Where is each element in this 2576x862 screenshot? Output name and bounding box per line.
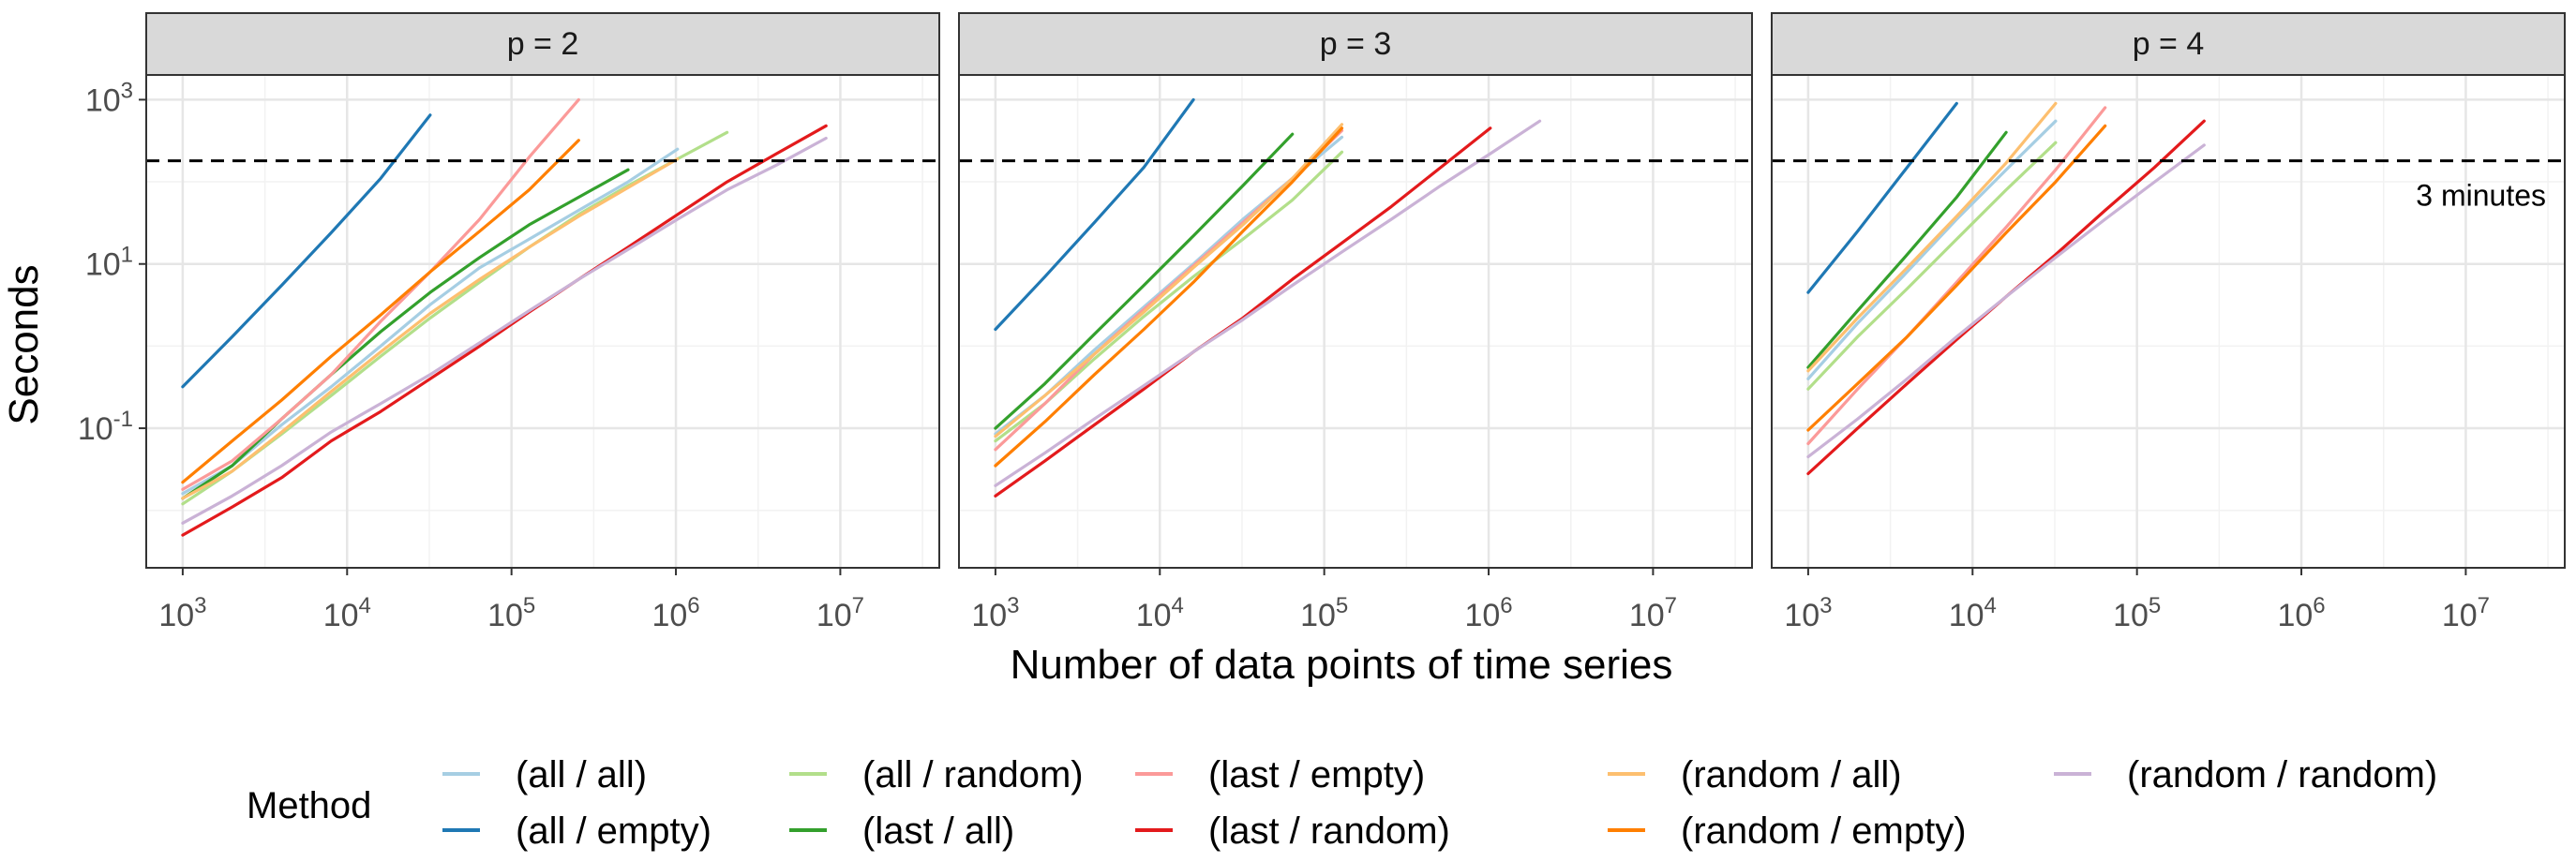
y-tick-label: 10-1	[78, 407, 133, 447]
series-line	[1806, 106, 2107, 446]
y-tick-label: 101	[85, 243, 133, 283]
reference-line-label: 3 minutes	[2416, 179, 2546, 213]
x-tick-label: 105	[487, 593, 535, 633]
series-line	[1806, 124, 2107, 432]
x-tick-label: 105	[1300, 593, 1348, 633]
x-tick-label: 103	[158, 593, 206, 633]
y-tick-label: 103	[85, 78, 133, 118]
x-tick-label: 106	[2277, 593, 2325, 633]
x-tick-label: 107	[2442, 593, 2490, 633]
legend-label: (random / random)	[2127, 754, 2437, 795]
facet-panel: p = 2 103 104 105 106 107 10-1 101 103	[78, 12, 940, 633]
legend-label: (last / random)	[1208, 810, 1450, 852]
series-line	[1806, 101, 2058, 373]
legend-entry: (all / random)	[789, 754, 1084, 795]
series-lines	[181, 97, 828, 537]
legend-label: (all / all)	[516, 754, 647, 795]
legend-entry: (all / empty)	[442, 810, 711, 852]
series-line	[994, 97, 1195, 332]
legend-label: (random / all)	[1681, 754, 1902, 795]
gridlines	[146, 75, 939, 568]
legend-label: (last / all)	[862, 810, 1014, 852]
series-line	[181, 113, 432, 389]
series-line	[1806, 130, 2008, 369]
legend: Method (all / all) (all / empty) (all / ran…	[247, 754, 2437, 852]
series-line	[994, 123, 1344, 438]
series-lines	[994, 97, 1542, 498]
facet-label: p = 4	[2133, 26, 2205, 62]
x-tick-label: 107	[1629, 593, 1677, 633]
panel-border	[958, 74, 1753, 569]
legend-entry: (last / random)	[1135, 810, 1450, 852]
legend-entry: (random / all)	[1608, 754, 1902, 795]
x-tick-label: 104	[1949, 593, 1997, 633]
series-line	[181, 147, 680, 496]
y-axis-title: Seconds	[1, 264, 47, 424]
legend-label: (last / empty)	[1208, 754, 1425, 795]
series-line	[1806, 143, 2206, 459]
gridlines	[959, 75, 1752, 568]
legend-entry: (last / all)	[789, 810, 1014, 852]
series-line	[181, 97, 580, 491]
x-tick-label: 104	[323, 593, 371, 633]
series-line	[1806, 141, 2058, 391]
series-line	[181, 136, 828, 525]
legend-entry: (random / empty)	[1608, 810, 1967, 852]
legend-title: Method	[247, 785, 371, 826]
legend-entry: (random / random)	[2054, 754, 2437, 795]
legend-label: (all / random)	[862, 754, 1084, 795]
panel-border	[145, 74, 940, 569]
facets: p = 2 103 104 105 106 107 10-1 101 103 p = 3 103 10…	[78, 12, 2566, 633]
x-tick-label: 107	[816, 593, 864, 633]
facet-strip	[145, 12, 940, 76]
panel-background	[959, 75, 1752, 568]
legend-entry: (all / all)	[442, 754, 647, 795]
x-tick-label: 104	[1136, 593, 1184, 633]
series-line	[1806, 101, 1958, 294]
series-line	[994, 119, 1542, 487]
facet-label: p = 3	[1320, 26, 1392, 62]
series-line	[181, 168, 630, 500]
series-line	[994, 126, 1344, 468]
panel-border	[1771, 74, 2566, 569]
x-tick-label: 103	[1784, 593, 1832, 633]
x-tick-label: 105	[2113, 593, 2161, 633]
series-line	[994, 132, 1295, 430]
x-tick-label: 106	[651, 593, 699, 633]
series-line	[181, 139, 580, 484]
x-tick-label: 106	[1464, 593, 1512, 633]
series-line	[181, 124, 828, 537]
series-lines	[1806, 101, 2206, 476]
panel-background	[1772, 75, 2565, 568]
facet-strip	[1771, 12, 2566, 76]
legend-label: (all / empty)	[516, 810, 711, 852]
gridlines	[1772, 75, 2565, 568]
facet-panel: p = 3 103 104 105 106 107	[958, 12, 1753, 633]
legend-entry: (last / empty)	[1135, 754, 1425, 795]
facet-panel: p = 4 3 minutes 103 104 105 106 107	[1771, 12, 2566, 633]
series-line	[181, 157, 680, 500]
facet-strip	[958, 12, 1753, 76]
panel-background	[146, 75, 939, 568]
x-axis-title: Number of data points of time series	[1011, 642, 1673, 688]
x-tick-label: 103	[971, 593, 1019, 633]
legend-label: (random / empty)	[1681, 810, 1967, 852]
facet-label: p = 2	[507, 26, 579, 62]
